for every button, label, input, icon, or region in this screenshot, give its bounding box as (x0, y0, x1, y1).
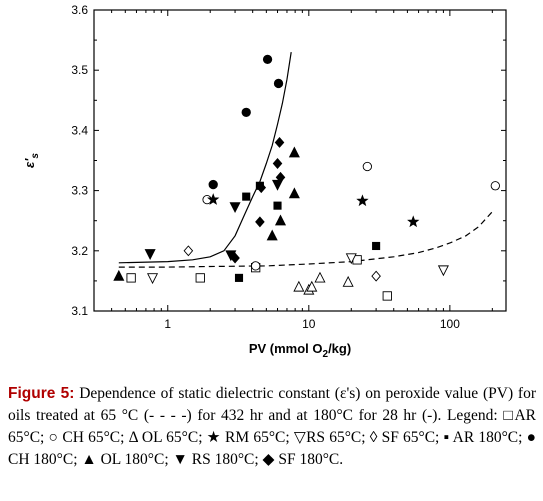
marker-diamond-open (371, 270, 381, 282)
marker-triangle-down-filled (144, 249, 156, 260)
marker-triangle-down-open (345, 253, 357, 265)
x-tick-label: 100 (440, 317, 460, 331)
y-tick-label: 3.3 (71, 184, 88, 198)
marker-diamond-filled (256, 182, 267, 194)
marker-diamond-filled (275, 171, 286, 183)
marker-circle-open (251, 261, 261, 271)
marker-triangle-filled (288, 187, 300, 199)
y-tick-label: 3.5 (71, 63, 88, 77)
marker-square-filled (242, 192, 251, 201)
fit-line-65c (118, 211, 493, 268)
marker-circle-filled (208, 179, 218, 190)
marker-circle-filled (241, 107, 251, 117)
marker-triangle-down-open (437, 265, 449, 277)
x-tick-label: 10 (302, 317, 316, 331)
fit-lines (118, 52, 493, 268)
marker-diamond-filled (255, 216, 265, 228)
marker-square-filled (273, 201, 282, 210)
marker-triangle-down-filled (271, 179, 284, 191)
marker-triangle-down-open (146, 273, 159, 285)
marker-star (407, 215, 420, 228)
marker-star (356, 194, 369, 207)
marker-triangle-open (314, 271, 326, 283)
marker-star (207, 193, 220, 205)
marker-circle-open (362, 161, 372, 172)
marker-diamond-filled (230, 252, 240, 264)
data-points (113, 54, 500, 301)
y-tick-label: 3.6 (71, 3, 88, 17)
figure-caption: Figure 5: Dependence of static dielectri… (8, 383, 536, 471)
marker-triangle-filled (266, 229, 278, 241)
marker-square-filled (372, 241, 381, 251)
marker-triangle-open (293, 280, 305, 292)
marker-square-open (195, 273, 205, 283)
y-tick-label: 3.4 (71, 123, 88, 137)
y-tick-label: 3.1 (71, 304, 88, 318)
axes: 3.1 3.2 3.3 3.4 3.5 3.6 1 10 100 (71, 3, 507, 331)
marker-diamond-open (183, 245, 194, 257)
caption-text: Dependence of static dielectric constant… (8, 385, 536, 468)
marker-circle-filled (262, 54, 273, 65)
y-tick-label: 3.2 (71, 244, 88, 258)
scatter-chart: 3.1 3.2 3.3 3.4 3.5 3.6 1 10 100 PV (mmol O2/kg)… (22, 3, 507, 360)
x-axis-title: PV (mmol O2/kg) (249, 341, 351, 360)
marker-diamond-filled (272, 158, 283, 169)
marker-triangle-open (306, 280, 318, 292)
marker-circle-open (490, 181, 500, 191)
caption-label: Figure 5: (8, 385, 75, 402)
marker-triangle-filled (288, 146, 300, 158)
marker-square-open (126, 273, 136, 283)
marker-square-filled (234, 273, 244, 282)
x-tick-label: 1 (164, 317, 171, 331)
marker-triangle-filled (274, 214, 287, 226)
marker-triangle-down-filled (229, 202, 241, 214)
marker-diamond-filled (274, 136, 285, 148)
fit-line-180c (118, 52, 292, 264)
marker-triangle-filled (113, 269, 125, 281)
y-axis-title: ε's (22, 153, 41, 168)
marker-triangle-open (342, 275, 354, 287)
marker-circle-filled (273, 78, 284, 89)
marker-square-open (382, 291, 392, 301)
